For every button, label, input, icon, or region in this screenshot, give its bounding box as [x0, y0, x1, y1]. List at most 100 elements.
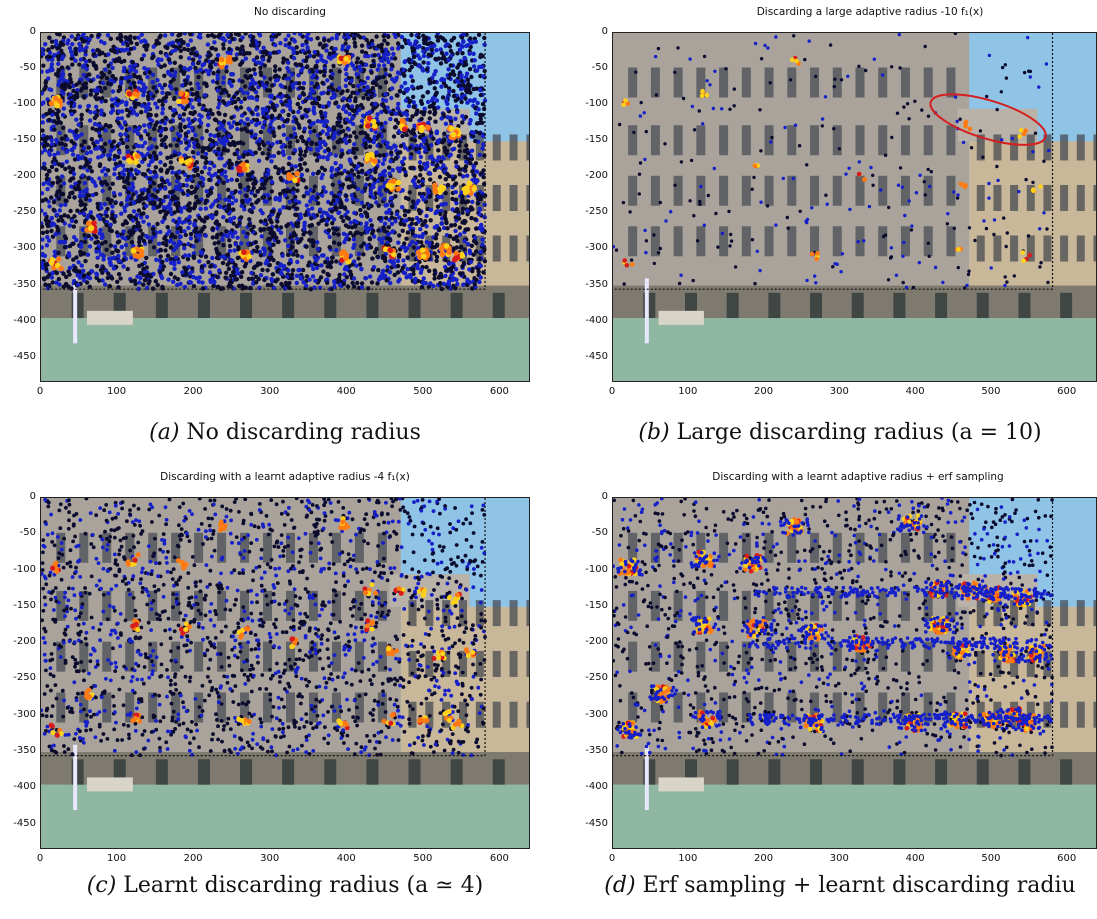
sample-point: [57, 79, 62, 84]
sample-point: [175, 282, 180, 288]
sample-point: [154, 113, 159, 118]
sample-point: [103, 141, 108, 147]
sample-point: [67, 223, 72, 228]
sample-point: [120, 140, 126, 146]
sample-point: [206, 54, 211, 59]
sample-point: [349, 78, 354, 84]
sample-point: [432, 167, 437, 173]
sample-point: [243, 126, 248, 131]
sample-point: [382, 108, 387, 113]
sample-point: [116, 272, 122, 277]
sample-point: [165, 225, 170, 230]
sample-point: [309, 223, 315, 228]
sample-point: [443, 191, 448, 196]
sample-point: [416, 219, 421, 224]
sample-point: [206, 147, 212, 152]
sample-point: [361, 87, 367, 93]
sample-point: [441, 225, 447, 231]
sample-point: [352, 164, 357, 169]
sample-point: [255, 189, 260, 194]
sample-point: [132, 84, 138, 90]
sample-point: [49, 39, 55, 44]
sample-point: [453, 189, 458, 195]
sample-point: [299, 156, 304, 162]
sample-point: [163, 94, 169, 100]
sample-point: [445, 42, 450, 47]
sample-point: [229, 72, 234, 77]
sample-point: [120, 235, 125, 240]
sample-point: [71, 224, 76, 229]
sample-point: [162, 73, 167, 78]
sample-point: [133, 62, 138, 68]
sample-point: [393, 124, 398, 130]
sample-point: [413, 61, 418, 67]
sample-point: [212, 163, 217, 169]
sample-point: [319, 91, 324, 96]
sample-point: [114, 248, 119, 253]
sample-point: [475, 201, 480, 206]
sample-point: [437, 274, 442, 279]
sample-point: [405, 267, 410, 272]
sample-point: [148, 169, 153, 175]
sample-point: [99, 145, 105, 150]
sample-point: [62, 234, 68, 239]
sample-point: [99, 108, 104, 113]
sample-point: [303, 283, 309, 288]
sample-point: [41, 276, 47, 281]
sample-point: [186, 143, 192, 148]
sample-point: [476, 196, 481, 201]
sample-point: [461, 174, 466, 179]
sample-point: [278, 175, 283, 181]
sample-point: [249, 202, 254, 207]
photo-region: [509, 134, 518, 161]
sample-point: [49, 65, 54, 70]
sample-point: [429, 143, 434, 148]
sample-point: [401, 258, 406, 263]
sample-point: [168, 256, 173, 262]
sample-point: [121, 264, 126, 269]
sample-point: [439, 84, 444, 89]
sample-point: [58, 184, 63, 189]
sample-point: [235, 235, 240, 240]
sample-point: [198, 180, 203, 186]
sample-point: [291, 230, 297, 236]
sample-point: [245, 117, 250, 122]
photo-region: [263, 175, 273, 206]
sample-point: [417, 135, 423, 140]
sample-point: [315, 195, 320, 200]
sample-point: [377, 153, 383, 158]
sample-point: [293, 62, 298, 67]
sample-point: [394, 93, 399, 98]
sample-point: [79, 116, 84, 122]
sample-point: [439, 286, 444, 292]
sample-point: [174, 179, 180, 184]
sample-point: [87, 118, 93, 123]
sample-point: [236, 247, 241, 252]
sample-point: [287, 144, 293, 149]
sample-point: [239, 60, 245, 65]
sample-point: [152, 169, 157, 175]
sample-point: [338, 124, 344, 129]
sample-point: [455, 96, 461, 101]
sample-point: [86, 145, 92, 150]
sample-point: [64, 274, 69, 280]
sample-point: [100, 50, 105, 56]
sample-point: [343, 236, 348, 242]
sample-point: [325, 280, 330, 285]
sample-point: [450, 69, 456, 74]
sample-point: [388, 159, 393, 164]
sample-point: [409, 74, 414, 79]
sample-point: [65, 214, 71, 219]
sample-point: [422, 220, 427, 225]
sample-point: [330, 221, 335, 226]
photo-region: [425, 235, 434, 262]
sample-point: [315, 192, 320, 197]
sample-point: [95, 205, 101, 210]
sample-point: [282, 73, 288, 78]
sample-point: [128, 74, 133, 79]
sample-point: [421, 132, 426, 137]
sample-point: [365, 176, 370, 182]
sample-point: [158, 160, 163, 165]
sample-point: [268, 122, 273, 128]
sample-point: [160, 90, 165, 95]
